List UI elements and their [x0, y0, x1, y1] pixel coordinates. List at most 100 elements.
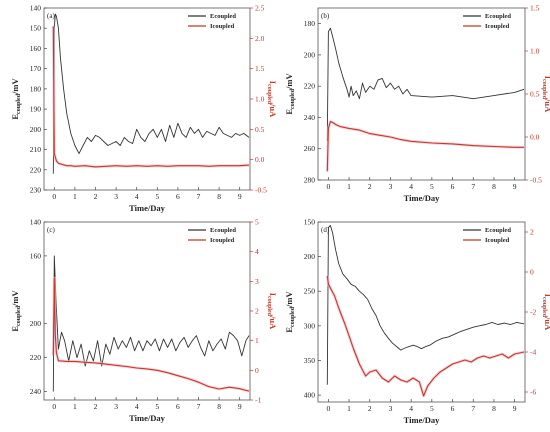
- x-axis-label: Time/Day: [404, 193, 440, 203]
- panel-letter: (a): [47, 12, 55, 20]
- chart-panel-d: 0 1 2 3 4 5 6 7 8 9 150 200 250 300 350 400 -6 -4 -2 0 2 (d) T…: [284, 218, 550, 426]
- y2-tick-label: 0.5: [530, 90, 540, 99]
- x-tick-label: 0: [326, 182, 330, 191]
- y-axis-label: Ecoupled/mV: [284, 291, 296, 333]
- y-axis-label: Ecoupled/mV: [284, 73, 296, 115]
- y2-tick-label: 0.0: [530, 133, 540, 142]
- legend-label: Ecoupled: [210, 227, 236, 234]
- x-tick-label: 0: [52, 192, 56, 201]
- panel-letter: (c): [47, 226, 55, 234]
- x-tick-label: 0: [326, 404, 330, 413]
- y2-tick-label: 2.5: [255, 4, 265, 13]
- y-tick-label: 400: [304, 391, 316, 400]
- y-tick-label: 140: [30, 4, 42, 13]
- x-tick-label: 1: [347, 404, 351, 413]
- x-tick-label: 7: [197, 192, 201, 201]
- x-axis-label: Time/Day: [404, 415, 440, 425]
- series-line-ecoupled: [52, 13, 250, 174]
- x-tick-label: 9: [513, 404, 517, 413]
- y-tick-label: 180: [30, 84, 42, 93]
- y2-axis-label: Icoupled/uA: [266, 81, 278, 118]
- x-tick-label: 8: [492, 182, 496, 191]
- x-tick-label: 1: [347, 182, 351, 191]
- y-tick-label: 260: [304, 144, 316, 153]
- x-tick-label: 2: [368, 404, 372, 413]
- legend-label: Icoupled: [210, 23, 235, 30]
- x-tick-label: 6: [176, 402, 180, 411]
- y-tick-label: 150: [304, 218, 316, 227]
- x-tick-label: 1: [73, 192, 77, 201]
- plot-frame: [43, 221, 251, 401]
- y-tick-label: 220: [30, 165, 42, 174]
- chart-panel-b: 0 1 2 3 4 5 6 7 8 9 180 200 220 240 260 280 -0.5 0.0 0.5 1.…: [284, 4, 550, 204]
- y2-tick-label: 0: [255, 366, 259, 375]
- y-tick-label: 160: [30, 44, 42, 53]
- x-tick-label: 4: [409, 404, 413, 413]
- y-tick-label: 250: [304, 287, 316, 296]
- x-tick-label: 1: [73, 402, 77, 411]
- plot-frame: [317, 221, 526, 403]
- series-line-icoupled: [52, 26, 250, 168]
- y-tick-label: 210: [30, 145, 42, 154]
- y-axis-label: Ecoupled/mV: [10, 78, 22, 120]
- y2-tick-label: 2: [255, 307, 259, 316]
- x-tick-label: 8: [492, 404, 496, 413]
- series-line-icoupled: [326, 120, 524, 172]
- x-axis-label: Time/Day: [129, 413, 165, 423]
- legend-label: Icoupled: [485, 23, 510, 30]
- series-line-icoupled: [52, 277, 250, 392]
- y-tick-label: 160: [30, 251, 42, 260]
- y-tick-label: 150: [30, 24, 42, 33]
- y2-tick-label: 1.0: [530, 47, 540, 56]
- x-tick-label: 4: [135, 402, 139, 411]
- y2-tick-label: -2: [530, 308, 536, 317]
- x-tick-label: 5: [430, 182, 434, 191]
- y-tick-label: 300: [304, 321, 316, 330]
- y-tick-label: 200: [304, 252, 316, 261]
- y-tick-label: 190: [30, 105, 42, 114]
- x-tick-label: 7: [197, 402, 201, 411]
- y-tick-label: 230: [30, 186, 42, 195]
- series-line-ecoupled: [52, 255, 250, 392]
- x-tick-label: 6: [451, 182, 455, 191]
- x-tick-label: 3: [114, 402, 118, 411]
- legend-label: Ecoupled: [485, 227, 511, 234]
- y-tick-label: 200: [30, 125, 42, 134]
- y2-tick-label: 0.0: [255, 155, 265, 164]
- x-tick-label: 2: [94, 402, 98, 411]
- x-tick-label: 3: [114, 192, 118, 201]
- x-tick-label: 7: [471, 404, 475, 413]
- y-tick-label: 280: [304, 176, 316, 185]
- x-tick-label: 2: [368, 182, 372, 191]
- y2-axis-label: Icoupled/uA: [266, 293, 278, 330]
- panel-letter: (d): [321, 226, 330, 234]
- series-line-icoupled: [326, 275, 525, 397]
- legend-label: Ecoupled: [485, 13, 511, 20]
- y-tick-label: 220: [304, 82, 316, 91]
- y-tick-label: 180: [304, 19, 316, 28]
- y2-tick-label: 4: [255, 247, 259, 256]
- y2-tick-label: 5: [255, 218, 259, 227]
- x-tick-label: 7: [471, 182, 475, 191]
- series-line-ecoupled: [326, 27, 525, 141]
- y-tick-label: 220: [30, 353, 42, 362]
- y2-tick-label: 1.5: [255, 64, 265, 73]
- x-tick-label: 9: [238, 192, 242, 201]
- chart-panel-a: 0 1 2 3 4 5 6 7 8 9 140 150 160 170 180 190 200 210 220 230…: [10, 4, 278, 214]
- chart-panel-c: 0 1 2 3 4 5 6 7 8 9 140 160 200 220 240 -1 0 1 2 3 4 5 (c) Time…: [10, 218, 278, 424]
- y2-axis-label: Icoupled/uA: [541, 76, 550, 113]
- plot-frame: [43, 7, 251, 191]
- y2-tick-label: 1.0: [255, 95, 265, 104]
- x-tick-label: 3: [389, 404, 393, 413]
- series-line-halo: [51, 276, 250, 393]
- x-tick-label: 0: [52, 402, 56, 411]
- legend-label: Icoupled: [485, 237, 510, 244]
- x-tick-label: 6: [451, 404, 455, 413]
- y-tick-label: 350: [304, 356, 316, 365]
- legend-label: Ecoupled: [210, 13, 236, 20]
- y-tick-label: 200: [304, 50, 316, 59]
- panel-letter: (b): [321, 12, 330, 20]
- x-tick-label: 5: [155, 402, 159, 411]
- y2-tick-label: 0.5: [255, 125, 265, 134]
- y2-tick-label: -1: [255, 396, 261, 405]
